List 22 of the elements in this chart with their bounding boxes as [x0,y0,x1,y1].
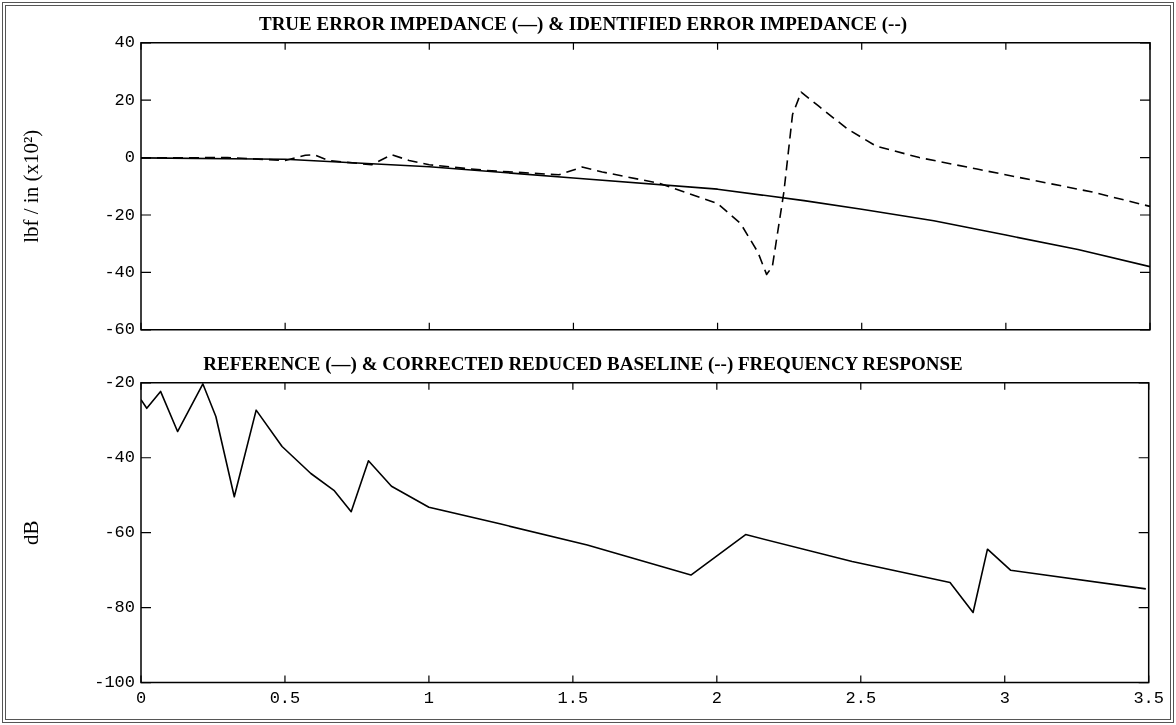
y-tick-label: -80 [104,598,135,618]
y-tick-label: -20 [104,205,135,225]
y-tick-label: -100 [94,673,135,693]
x-tick-label: 3.5 [1133,689,1164,709]
y-tick-label: -60 [104,320,135,340]
y-axis-title: dB [19,520,44,545]
x-tick-label: 1 [423,689,435,709]
y-tick-label: -40 [104,448,135,468]
y-tick-label: 20 [114,90,135,110]
y-tick-label: -60 [104,523,135,543]
x-tick-label: 3 [999,689,1010,709]
y-tick-label: -40 [104,262,135,282]
y-tick-label: 40 [114,33,135,53]
x-tick-label: 2 [711,689,722,709]
x-tick-label: 0.5 [269,689,301,709]
y-tick-label: 0 [124,148,135,168]
x-tick-label: 1.5 [557,689,589,709]
chart-title: TRUE ERROR IMPEDANCE (—) & IDENTIFIED ERROR IMPEDANCE (--) [258,13,908,36]
y-axis-title: lbf / in (x10²) [19,129,44,243]
chart-title: REFERENCE (—) & CORRECTED REDUCED BASELINE (--) FREQUENCY RESPONSE [203,353,963,376]
x-tick-label: 2.5 [845,689,877,709]
y-tick-label: -20 [104,373,135,393]
